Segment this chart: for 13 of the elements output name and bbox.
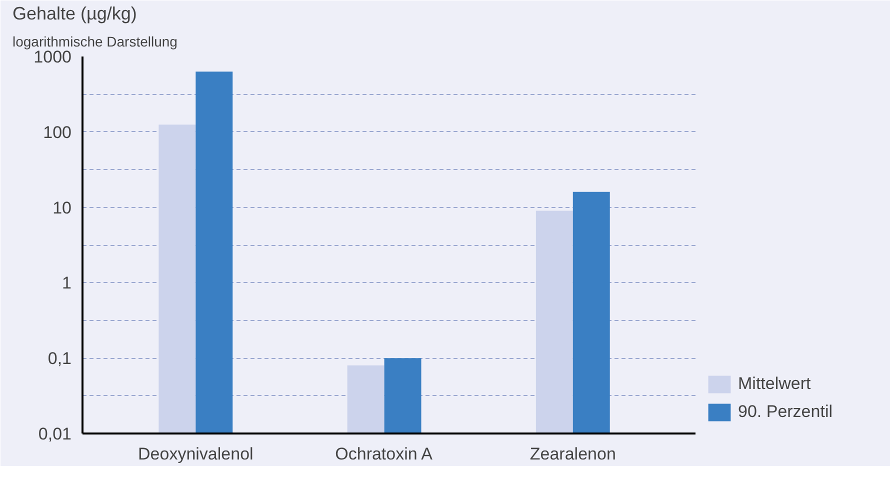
x-tick-label: Deoxynivalenol: [138, 444, 254, 464]
x-tick-label: Zearalenon: [530, 444, 616, 464]
y-axis-title: Gehalte (µg/kg): [12, 4, 137, 24]
y-tick-label: 0,01: [38, 424, 72, 444]
chart-subtitle: logarithmische Darstellung: [12, 34, 178, 50]
y-tick-label: 1000: [34, 48, 72, 66]
y-tick-label: 10: [52, 198, 72, 218]
x-tick-label: Ochratoxin A: [335, 444, 434, 464]
y-tick-label: 0,1: [48, 349, 72, 368]
legend-label: 90. Perzentil: [738, 402, 832, 422]
y-tick-label: 1: [62, 274, 72, 293]
y-tick-label: 100: [43, 122, 72, 142]
legend-label: Mittelwert: [738, 374, 811, 394]
